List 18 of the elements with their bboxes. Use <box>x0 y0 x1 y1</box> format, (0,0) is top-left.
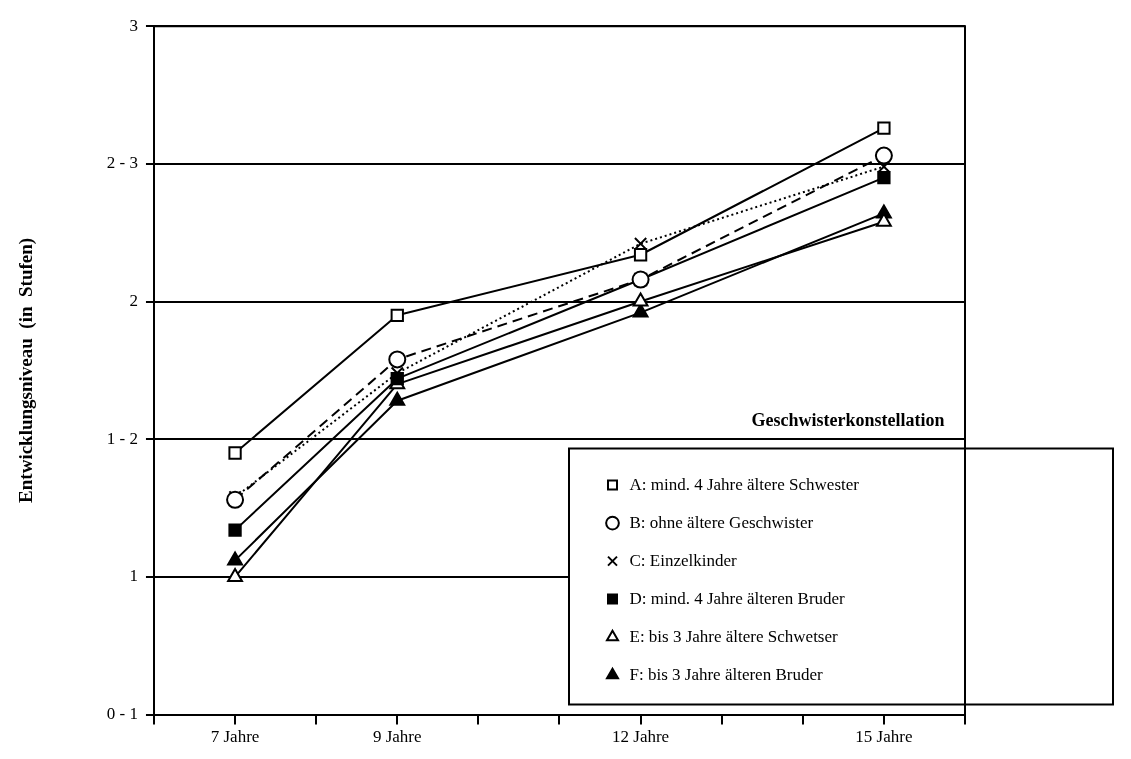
y-tick-label: 2 - 3 <box>106 153 138 173</box>
x-tick-label: 12 Jahre <box>612 727 670 747</box>
y-axis-title: Entwicklungsniveau (in Stufen) <box>15 237 38 503</box>
x-tick-label: 15 Jahre <box>855 727 913 747</box>
legend-label: D: mind. 4 Jahre älteren Bruder <box>629 588 846 608</box>
y-tick-label: 1 - 2 <box>106 428 138 448</box>
legend-label: C: Einzelkinder <box>629 550 737 570</box>
y-tick-label: 1 <box>129 566 138 586</box>
legend-label: E: bis 3 Jahre ältere Schwetser <box>629 626 839 646</box>
y-tick-label: 2 <box>129 291 138 311</box>
y-tick-label: 3 <box>129 15 138 35</box>
y-tick-label: 0 - 1 <box>106 704 138 724</box>
legend-title: Geschwisterkonstellation <box>751 409 945 430</box>
legend-label: F: bis 3 Jahre älteren Bruder <box>629 664 823 684</box>
legend-label: A: mind. 4 Jahre ältere Schwester <box>629 474 860 494</box>
x-tick-label: 7 Jahre <box>210 727 260 747</box>
legend-label: B: ohne ältere Geschwister <box>629 512 814 532</box>
x-tick-label: 9 Jahre <box>372 727 422 747</box>
